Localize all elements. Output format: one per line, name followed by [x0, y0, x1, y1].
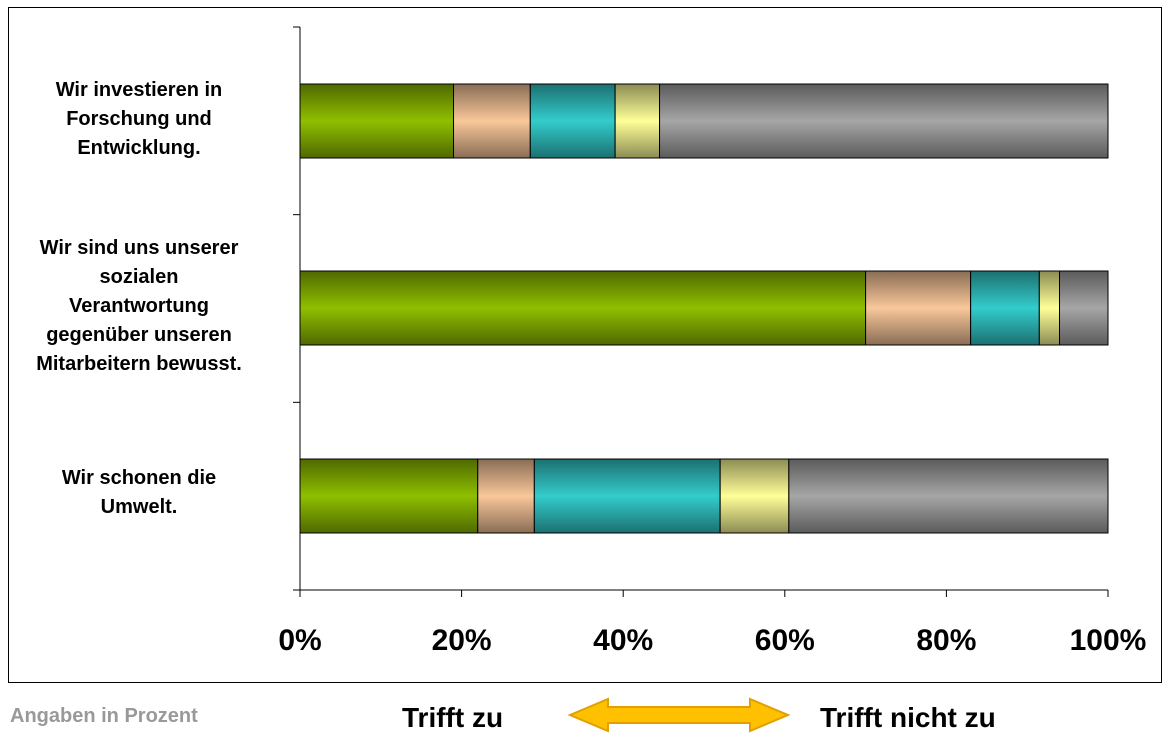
category-label-3: Wir schonen die Umwelt.: [61, 467, 217, 518]
footer-left-label: Trifft zu: [402, 702, 504, 733]
bar-segment: [453, 83, 531, 159]
bar-segment: [788, 458, 1109, 534]
bar-segment: [477, 458, 535, 534]
bar-segment: [533, 458, 721, 534]
category-label-2: Wir sind uns unserer sozialen Verantwort…: [36, 237, 242, 375]
double-arrow-icon: [568, 697, 790, 733]
bar-segment: [719, 458, 790, 534]
footer-right-label: Trifft nicht zu: [820, 702, 996, 733]
x-tick-label: 100%: [1070, 624, 1147, 657]
bar-segment: [529, 83, 616, 159]
bar-segment: [299, 270, 867, 346]
category-label-1: Wir investieren in Forschung und Entwick…: [55, 79, 223, 159]
bar-segment: [1038, 270, 1061, 346]
x-tick-label: 40%: [593, 624, 653, 657]
x-tick-label: 80%: [916, 624, 976, 657]
bar-segment: [614, 83, 661, 159]
bar-segment: [659, 83, 1109, 159]
bar-segment: [865, 270, 972, 346]
x-tick-label: 20%: [432, 624, 492, 657]
x-tick-label: 0%: [278, 624, 321, 657]
bar-segment: [299, 458, 479, 534]
bar-segment: [970, 270, 1040, 346]
bar-segment: [1059, 270, 1109, 346]
bar-segment: [299, 83, 455, 159]
footer-note: Angaben in Prozent: [10, 705, 198, 727]
x-tick-label: 60%: [755, 624, 815, 657]
